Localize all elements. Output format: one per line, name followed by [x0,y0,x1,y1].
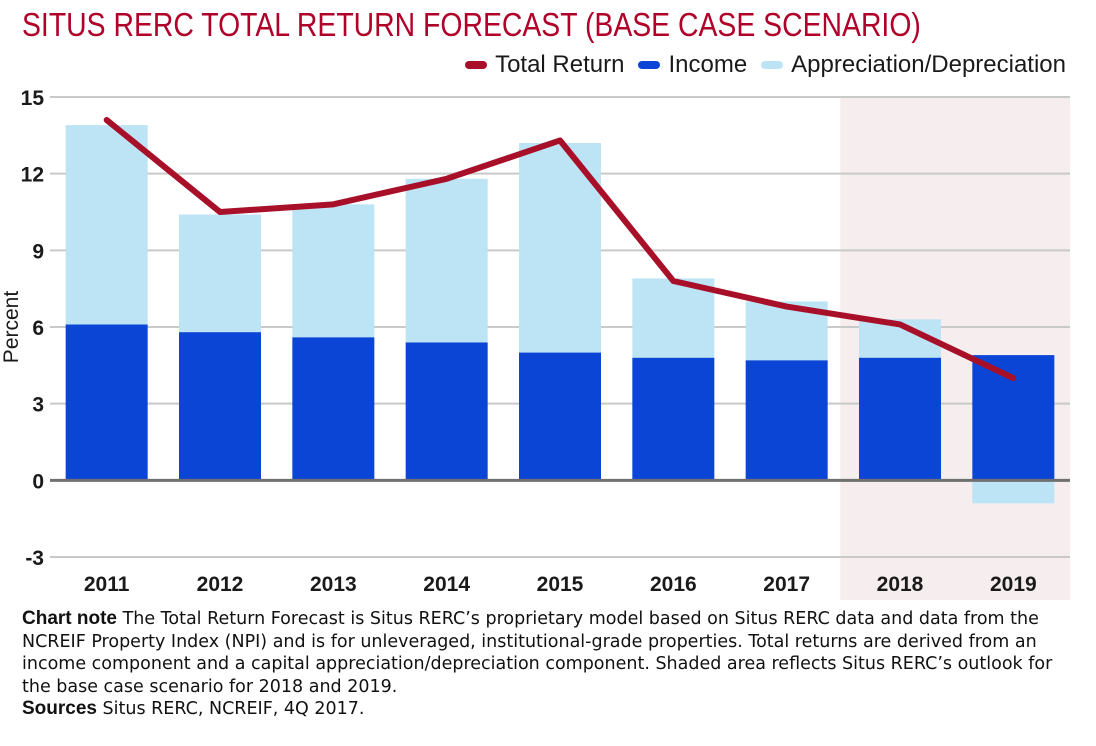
bar-income [519,352,601,481]
bar-appreciation [65,125,148,325]
legend-label-total-return: Total Return [495,51,625,78]
x-tick-label: 2018 [877,573,924,596]
sources-label: Sources [22,698,97,719]
x-tick-label: 2016 [650,573,697,596]
bar-income [859,357,941,481]
bar-appreciation [405,178,488,343]
legend-label-appreciation: Appreciation/Depreciation [791,51,1066,78]
legend-item-income: Income [638,51,747,79]
y-tick-label: 12 [21,164,44,187]
x-tick-label: 2015 [537,573,584,596]
x-tick-label: 2011 [84,573,130,596]
bar-income [632,357,715,481]
bar-appreciation [179,214,261,333]
total-return-line [103,117,1017,382]
y-tick-label: 15 [21,87,45,110]
chart-title: SITUS RERC TOTAL RETURN FORECAST (BASE C… [22,6,921,43]
x-tick-label: 2014 [423,573,470,596]
chart-note: Chart note The Total Return Forecast is … [22,608,1072,698]
legend-item-appreciation: Appreciation/Depreciation [761,51,1066,79]
x-tick-label: 2017 [763,573,810,596]
legend-swatch-total-return [465,61,488,69]
x-tick-label: 2019 [990,573,1037,596]
y-tick-label: 0 [32,470,44,493]
y-axis-label: Percent [0,291,23,364]
chart-svg: 15 12 9 6 3 0 -3 Percent 2011 2012 2013 2014 2015 201… [0,87,1070,600]
bar-income [745,360,828,481]
bar-income [65,324,148,481]
x-tick-label: 2013 [310,573,357,596]
y-tick-label: 3 [32,394,44,417]
legend-label-income: Income [668,51,748,78]
y-tick-label: -3 [25,547,44,570]
legend: Total Return Income Appreciation/Depreci… [465,50,1066,80]
legend-swatch-appreciation [761,61,784,69]
bar-income [292,337,375,481]
bar-appreciation [292,204,375,338]
bar-income [972,355,1055,481]
sources-note: Sources Situs RERC, NCREIF, 4Q 2017. [22,698,1072,721]
bar-appreciation [632,278,715,358]
sources-text: Situs RERC, NCREIF, 4Q 2017. [96,699,365,719]
legend-item-total-return: Total Return [465,51,624,79]
y-tick-label: 6 [32,317,44,340]
bar-income [179,332,261,481]
chart-note-text: The Total Return Forecast is Situs RERC’… [22,609,1053,697]
chart-notes: Chart note The Total Return Forecast is … [22,608,1072,721]
y-tick-label: 9 [32,240,44,263]
bar-income [405,342,488,481]
chart-note-label: Chart note [22,608,117,629]
legend-swatch-income [638,61,661,69]
x-tick-label: 2012 [197,573,244,596]
bar-appreciation [972,480,1055,504]
